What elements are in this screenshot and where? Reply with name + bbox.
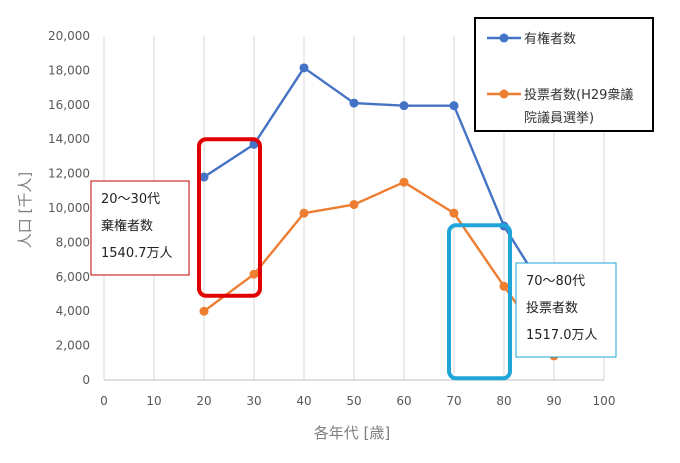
highlight-box-2 [447,223,512,381]
series-2-point [199,306,209,316]
y-tick-label: 4,000 [56,304,90,318]
series-1-point [349,98,359,108]
annotation-text: 棄権者数 [101,218,153,234]
series-2-point [499,281,509,291]
x-tick-label: 80 [496,394,511,408]
series-2-point [299,208,309,218]
highlight-box-1 [197,137,262,298]
y-tick-label: 16,000 [48,98,90,112]
y-tick-label: 6,000 [56,270,90,284]
annotation-box-2 [515,262,617,358]
y-tick-label: 2,000 [56,339,90,353]
annotation-box-1 [90,180,190,276]
series-line-2 [203,180,555,357]
y-tick-label: 14,000 [48,132,90,146]
legend-label-1: 有権者数 [524,31,576,47]
series-2-point [399,177,409,187]
annotation-text: 投票者数 [526,300,578,316]
legend-marker-1 [499,33,509,43]
x-tick-label: 60 [396,394,411,408]
x-tick-label: 70 [446,394,461,408]
y-tick-label: 12,000 [48,167,90,181]
y-tick-label: 10,000 [48,201,90,215]
series-1-point [449,101,459,111]
legend-label-2: 院議員選挙) [524,111,594,126]
annotation-text: 1517.0万人 [526,328,598,343]
x-tick-label: 90 [546,394,561,408]
series-2-point [349,200,359,210]
x-tick-label: 10 [146,394,161,408]
annotation-text: 1540.7万人 [101,246,173,261]
x-tick-label: 0 [100,394,108,408]
x-tick-label: 100 [593,394,616,408]
x-tick-label: 40 [296,394,311,408]
y-axis-title: 人口 [千人] [16,172,34,248]
y-tick-label: 20,000 [48,29,90,43]
x-axis-title: 各年代 [歳] [314,424,390,442]
y-tick-label: 18,000 [48,63,90,77]
legend-marker-2 [499,89,509,99]
legend-label-2: 投票者数(H29衆議 [524,87,633,103]
series-2-point [449,208,459,218]
series-2-point [249,269,259,279]
series-line-1 [203,66,556,307]
x-tick-label: 30 [246,394,261,408]
series-1-point [199,172,209,182]
series-1-point [399,101,409,111]
y-tick-label: 0 [82,373,90,387]
x-tick-label: 50 [346,394,361,408]
y-tick-label: 8,000 [56,235,90,249]
annotation-text: 70～80代 [526,274,585,289]
series-1-point [299,63,309,73]
axes-layer: 0 10 20 30 40 50 60 70 80 90 100 0 2,000 4,000 6,000 8,… [16,29,615,442]
highlight-layer [197,137,512,381]
annotation-text: 20～30代 [101,192,160,207]
x-tick-label: 20 [196,394,211,408]
